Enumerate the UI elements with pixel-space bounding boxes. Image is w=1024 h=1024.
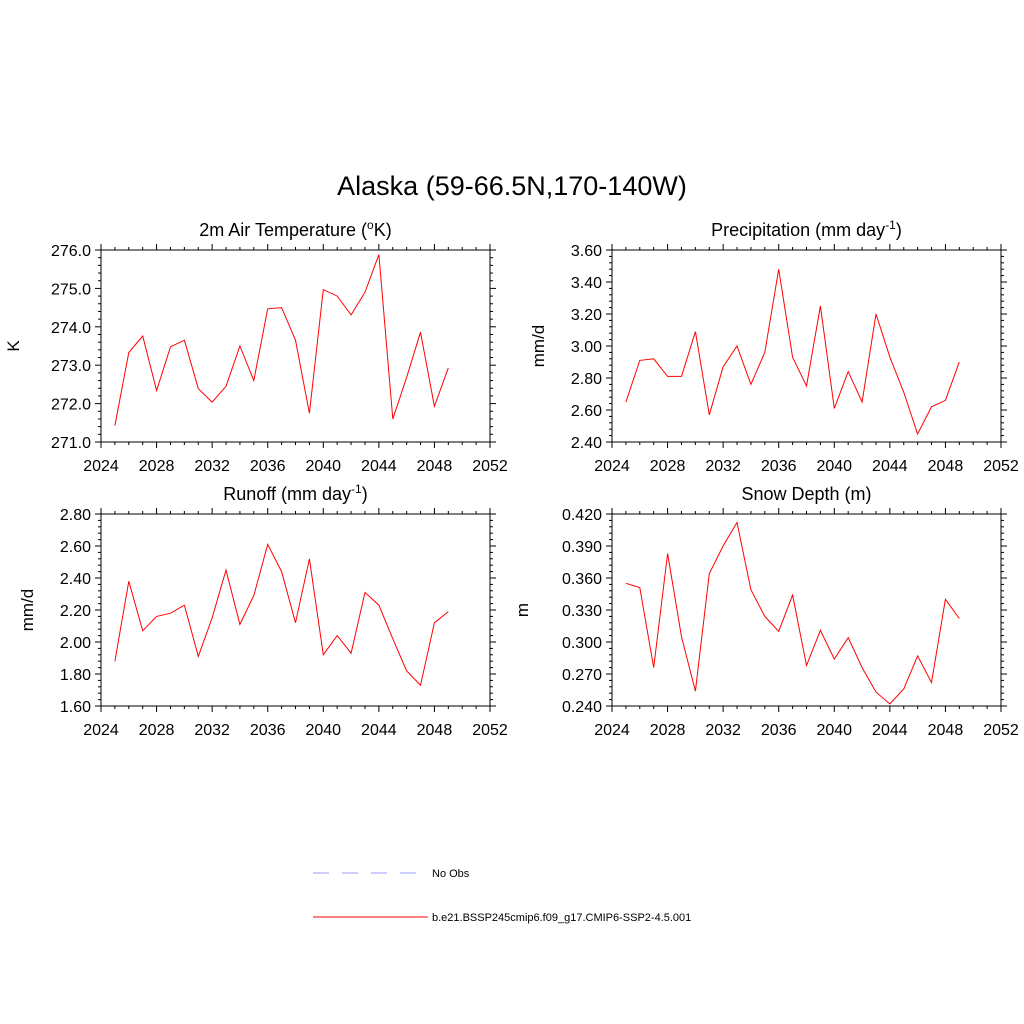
x-tick-label: 2024 [83, 722, 119, 739]
y-tick-label: 2.00 [60, 635, 91, 652]
x-tick-label: 2024 [594, 722, 630, 739]
y-tick-label: 3.60 [571, 243, 602, 260]
x-tick-label: 2044 [872, 722, 908, 739]
legend-label-model-run: b.e21.BSSP245cmip6.f09_g17.CMIP6-SSP2-4.… [432, 912, 691, 924]
panels-group: 2024 2028 2032 2036 2040 2044 2048 2052 271.0 272… [4, 218, 1019, 739]
panel-title: Runoff (mm day-1) [223, 482, 367, 504]
chart-panel-3: 2024 2028 2032 2036 2040 2044 2048 2052 1.60 1.80… [18, 482, 508, 739]
x-tick-label: 2028 [139, 458, 175, 475]
y-tick-label: 2.60 [60, 539, 91, 556]
x-tick-label: 2040 [305, 722, 341, 739]
y-axis-label: mm/d [529, 325, 548, 368]
y-tick-label: 273.0 [51, 358, 91, 375]
y-tick-label: 274.0 [51, 320, 91, 337]
x-tick-label: 2040 [816, 722, 852, 739]
y-tick-label: 3.00 [571, 339, 602, 356]
panel-title: Snow Depth (m) [741, 484, 871, 504]
y-tick-label: 2.80 [60, 507, 91, 524]
x-tick-label: 2028 [139, 722, 175, 739]
x-tick-label: 2024 [83, 458, 119, 475]
legend-label-no-obs: No Obs [432, 868, 470, 880]
panel-title: Precipitation (mm day-1) [711, 218, 902, 240]
x-tick-label: 2044 [361, 458, 397, 475]
x-tick-label: 2048 [417, 458, 453, 475]
x-tick-label: 2036 [250, 458, 286, 475]
y-tick-label: 0.360 [562, 571, 602, 588]
x-tick-label: 2052 [472, 722, 508, 739]
y-axis-label: m [513, 603, 532, 617]
y-tick-label: 3.40 [571, 275, 602, 292]
y-tick-label: 0.420 [562, 507, 602, 524]
y-tick-label: 275.0 [51, 281, 91, 298]
y-tick-label: 271.0 [51, 435, 91, 452]
y-tick-label: 0.330 [562, 603, 602, 620]
legend: No Obs b.e21.BSSP245cmip6.f09_g17.CMIP6-… [313, 868, 691, 924]
chart-panel-1: 2024 2028 2032 2036 2040 2044 2048 2052 271.0 272… [4, 218, 508, 475]
y-axis-label: K [4, 340, 23, 352]
x-tick-label: 2048 [417, 722, 453, 739]
x-tick-label: 2040 [305, 458, 341, 475]
series-line-1 [114, 543, 449, 687]
x-tick-label: 2028 [650, 722, 686, 739]
x-tick-label: 2040 [816, 458, 852, 475]
series-line-1 [114, 254, 449, 426]
series-line-1 [625, 269, 960, 436]
y-tick-label: 0.270 [562, 667, 602, 684]
x-tick-label: 2052 [983, 722, 1019, 739]
chart-panel-4: 2024 2028 2032 2036 2040 2044 2048 2052 0.240 0.2… [513, 484, 1019, 739]
y-tick-label: 0.300 [562, 635, 602, 652]
y-tick-label: 2.40 [571, 435, 602, 452]
y-axis-label: mm/d [18, 589, 37, 632]
x-tick-label: 2048 [928, 458, 964, 475]
y-tick-label: 2.60 [571, 403, 602, 420]
x-tick-label: 2036 [761, 722, 797, 739]
y-tick-label: 2.80 [571, 371, 602, 388]
x-tick-label: 2044 [361, 722, 397, 739]
y-tick-label: 2.20 [60, 603, 91, 620]
y-tick-label: 0.390 [562, 539, 602, 556]
y-tick-label: 0.240 [562, 699, 602, 716]
x-tick-label: 2048 [928, 722, 964, 739]
x-tick-label: 2032 [194, 722, 230, 739]
series-line-1 [625, 521, 960, 705]
y-tick-label: 1.60 [60, 699, 91, 716]
x-tick-label: 2036 [250, 722, 286, 739]
x-tick-label: 2052 [472, 458, 508, 475]
x-tick-label: 2028 [650, 458, 686, 475]
y-tick-label: 3.20 [571, 307, 602, 324]
y-tick-label: 276.0 [51, 243, 91, 260]
chart-panel-2: 2024 2028 2032 2036 2040 2044 2048 2052 2.40 2.60… [529, 218, 1019, 475]
y-tick-label: 2.40 [60, 571, 91, 588]
x-tick-label: 2032 [705, 722, 741, 739]
y-tick-label: 1.80 [60, 667, 91, 684]
x-tick-label: 2052 [983, 458, 1019, 475]
x-tick-label: 2036 [761, 458, 797, 475]
panel-title: 2m Air Temperature (oK) [199, 218, 391, 240]
x-tick-label: 2024 [594, 458, 630, 475]
figure-title: Alaska (59-66.5N,170-140W) [337, 171, 687, 201]
x-tick-label: 2032 [705, 458, 741, 475]
x-tick-label: 2044 [872, 458, 908, 475]
y-tick-label: 272.0 [51, 397, 91, 414]
x-tick-label: 2032 [194, 458, 230, 475]
